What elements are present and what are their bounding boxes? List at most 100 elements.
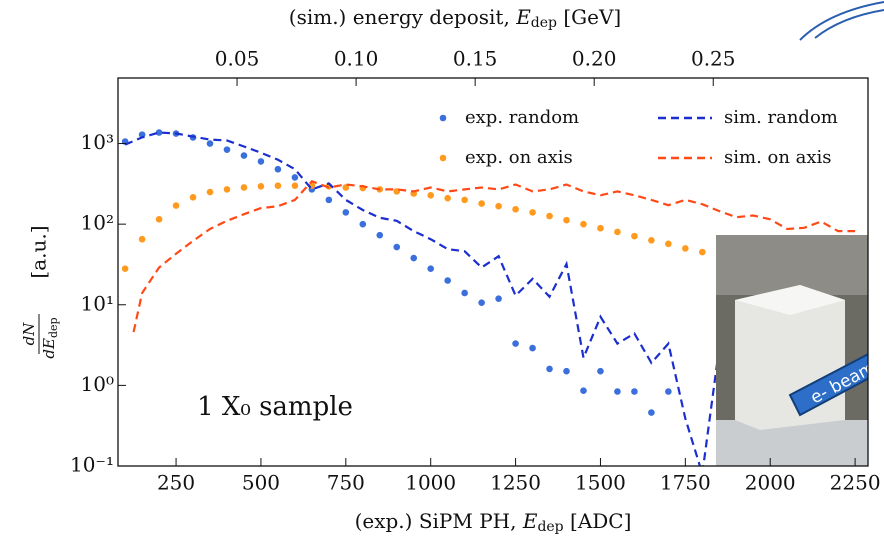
inset-bg-top [716,235,868,295]
x-tick-label: 1500 [575,471,626,495]
x2-tick-label: 0.05 [215,47,260,71]
data-point [512,205,519,213]
data-point [427,191,434,199]
x2-tick-label: 0.20 [572,47,617,71]
logo-fragment [799,1,884,41]
data-point [359,220,367,228]
data-point [274,182,282,189]
legend-marker [439,114,447,122]
data-point [597,224,604,232]
legend-label: sim. random [724,107,838,128]
series-line [124,131,737,466]
data-point [240,152,248,159]
x2-label-part: (sim.) energy deposit, [289,5,516,29]
x-tick-label: 250 [157,471,195,495]
data-point [393,243,401,251]
data-point [665,388,672,395]
data-point [580,220,587,228]
y-tick-label: 10⁰ [81,372,114,396]
data-point [291,182,299,189]
data-point [614,228,621,236]
data-point [257,182,265,190]
x-label-part: E [522,509,538,533]
annotation: 1 X₀ sample [197,392,353,422]
x-tick-label: 1750 [660,471,711,495]
data-point [461,196,468,204]
data-point [444,194,451,202]
data-point [342,209,350,216]
data-point [206,188,214,196]
y-tick-label: 10³ [81,130,114,154]
data-point [138,235,146,243]
x-label-part: (exp.) SiPM PH, [355,509,523,533]
x-tick-label: 1250 [490,471,541,495]
data-point [631,232,638,240]
sample-top [735,285,845,315]
x2-tick-label: 0.15 [453,47,498,71]
legend-label: exp. on axis [465,147,573,168]
y-axis-label: dN dEdep [a.u.] [20,225,60,358]
data-point [240,184,248,191]
x2-axis-label: (sim.) energy deposit, Edep [GeV] [289,5,621,32]
x-label-part: dep [537,519,563,535]
y-label-part: dep [47,317,60,338]
data-point [155,215,163,223]
data-point [274,165,282,173]
data-point [665,240,672,248]
x-tick-label: 750 [327,471,365,495]
x2-label-part: dep [531,15,557,31]
data-point [291,174,299,181]
y-label-part: [a.u.] [27,225,51,278]
y-label-part: dE [40,338,58,359]
plot-frame [117,77,869,467]
data-point [410,254,418,262]
y-label-frac: dEdep [40,317,60,358]
legend-label: sim. on axis [724,147,832,168]
data-point [155,129,163,136]
data-point [563,367,570,375]
data-point [529,344,536,352]
data-point [478,299,485,307]
x-tick-label: 2250 [830,471,881,495]
data-point [614,388,621,395]
data-point [223,146,231,153]
data-point [495,295,502,302]
data-point [342,184,350,191]
x2-label-part: [GeV] [557,5,621,29]
data-point [121,265,129,273]
data-point [495,202,502,210]
data-point [325,196,333,204]
data-point [427,265,434,273]
data-point [512,340,519,347]
beam-arrow [788,353,868,417]
x-tick-label: 500 [242,471,280,495]
data-point [257,158,265,165]
axes: 250 500 750 1000 1250 1500 1750 2000 2250 0.05 0.1… [70,47,881,495]
data-point [376,231,384,239]
x2-tick-label: 0.10 [334,47,379,71]
data-point [529,209,536,216]
x2-label-part: E [515,5,531,29]
y-tick-label: 10⁻¹ [70,453,114,477]
data-point [682,245,689,252]
data-point [648,237,655,244]
data-point [580,387,587,394]
data-point [546,212,553,220]
data-point [699,248,706,256]
data-point [444,277,451,284]
series-line [132,180,856,333]
data-point [206,140,214,147]
y-tick-label: 10¹ [81,291,114,315]
data-point [563,216,570,224]
legend-marker [439,154,447,162]
data-point [189,194,197,201]
legend-label: exp. random [465,107,579,128]
data-point [631,388,638,395]
data-point [223,186,231,193]
x2-tick-label: 0.25 [691,47,736,71]
data-point [648,409,655,416]
data-point [546,365,553,373]
inset-table [716,420,868,466]
x-axis-label: (exp.) SiPM PH, Edep [ADC] [355,509,632,536]
